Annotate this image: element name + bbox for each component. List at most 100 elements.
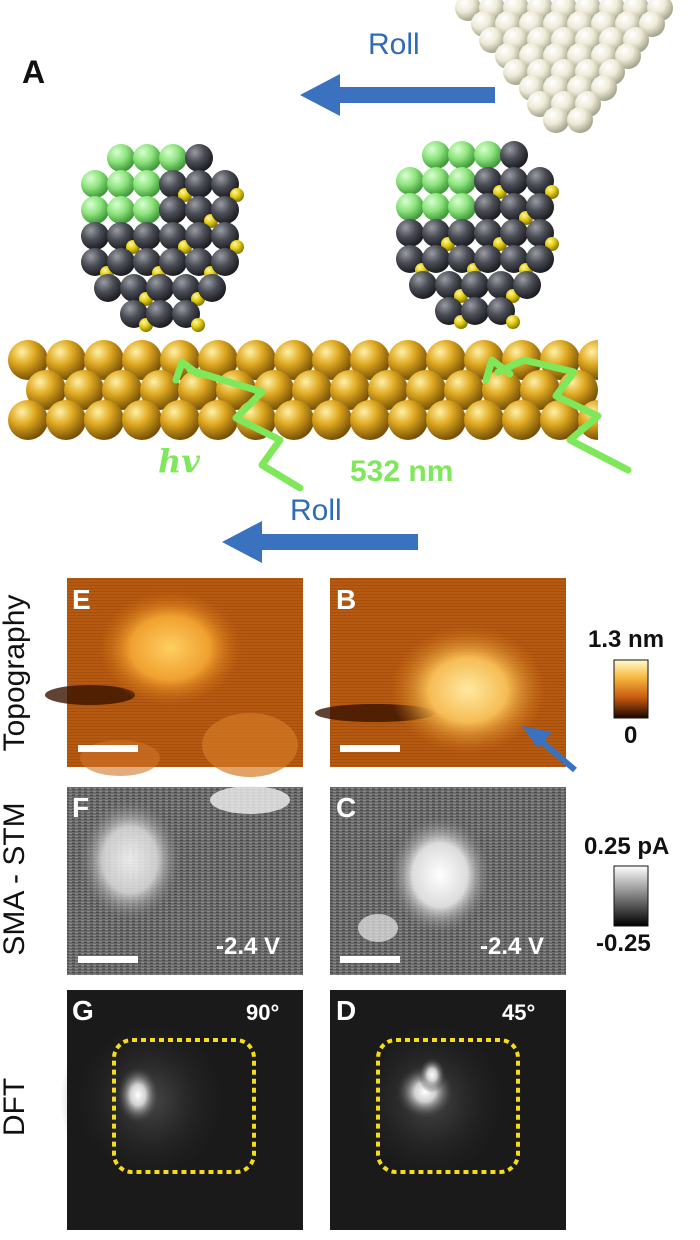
surface-ligand-atom: [448, 193, 476, 221]
surface-ligand-atom: [422, 141, 450, 169]
metal-atom: [198, 274, 226, 302]
tip-atom: [503, 59, 529, 85]
surface-ligand-atom: [396, 167, 424, 195]
substrate-atom: [122, 340, 162, 380]
row-label-sma-stm: SMA - STM: [0, 802, 31, 956]
gold-substrate: [8, 330, 658, 450]
stm-tip: [455, 0, 673, 133]
substrate-atom: [160, 400, 200, 440]
substrate-atom: [274, 340, 314, 380]
substrate-atom: [46, 400, 86, 440]
metal-atom: [461, 297, 489, 325]
metal-atom: [211, 248, 239, 276]
tip-atom: [591, 75, 617, 101]
substrate-atom: [502, 400, 542, 440]
metal-atom: [146, 274, 174, 302]
metal-atom: [500, 141, 528, 169]
substrate-atom: [198, 400, 238, 440]
metal-atom: [94, 274, 122, 302]
image-letter-c: C: [336, 792, 357, 823]
surface-ligand-atom: [81, 196, 109, 224]
colorbar-topography: [613, 659, 649, 719]
metal-atom: [422, 245, 450, 273]
substrate-atom: [236, 340, 276, 380]
substrate-atom: [464, 340, 504, 380]
surface-ligand-atom: [133, 196, 161, 224]
substrate-atom: [426, 340, 466, 380]
surface-ligand-atom: [133, 144, 161, 172]
sulfur-atom: [506, 315, 520, 329]
substrate-atom: [64, 370, 104, 410]
metal-atom: [396, 219, 424, 247]
image-sma-f: [67, 786, 303, 975]
metal-atom: [146, 300, 174, 328]
nanocluster-left: [81, 144, 244, 332]
surface-ligand-atom: [107, 144, 135, 172]
voltage-label-f: -2.4 V: [216, 933, 281, 960]
roll-label-bottom: Roll: [290, 494, 342, 527]
substrate-atom: [426, 400, 466, 440]
substrate-atom: [84, 400, 124, 440]
tip-atom: [615, 43, 641, 69]
substrate-atom: [102, 370, 142, 410]
surface-ligand-atom: [474, 141, 502, 169]
colorbar-sma: [613, 865, 649, 927]
surface-ligand-atom: [422, 167, 450, 195]
sulfur-atom: [230, 188, 244, 202]
substrate-atom: [388, 340, 428, 380]
roll-label-top: Roll: [368, 28, 420, 61]
substrate-atom: [350, 340, 390, 380]
surface-ligand-atom: [133, 170, 161, 198]
scale-bar-b: [340, 745, 400, 752]
metal-atom: [133, 222, 161, 250]
substrate-atom: [178, 370, 218, 410]
sulfur-atom: [230, 240, 244, 254]
roll-arrow-bottom: [222, 521, 418, 563]
metal-atom: [107, 248, 135, 276]
substrate-atom: [140, 370, 180, 410]
surface-ligand-atom: [448, 141, 476, 169]
surface-ligand-atom: [448, 167, 476, 195]
light-wave-right: [482, 356, 632, 474]
metal-atom: [159, 248, 187, 276]
colorbar-sma-min: -0.25: [596, 930, 651, 957]
pointer-arrow-b: [522, 726, 577, 773]
image-letter-f: F: [72, 792, 90, 823]
metal-atom: [500, 219, 528, 247]
voltage-label-c: -2.4 V: [480, 933, 545, 960]
metal-atom: [185, 222, 213, 250]
metal-atom: [474, 193, 502, 221]
wavelength-label: 532 nm: [350, 455, 454, 488]
surface-ligand-atom: [396, 193, 424, 221]
substrate-atom: [444, 370, 484, 410]
surface-ligand-atom: [107, 170, 135, 198]
metal-atom: [185, 144, 213, 172]
metal-atom: [448, 219, 476, 247]
tip-atom: [543, 107, 569, 133]
light-wave-left: [172, 358, 304, 492]
image-dft-d: [330, 990, 566, 1230]
row-label-topography: Topography: [0, 594, 31, 752]
scale-bar-f: [78, 956, 138, 963]
metal-atom: [513, 271, 541, 299]
tip-atom: [567, 107, 593, 133]
substrate-atom: [8, 340, 48, 380]
metal-atom: [159, 196, 187, 224]
row-label-dft: DFT: [0, 1077, 31, 1137]
metal-atom: [409, 271, 437, 299]
substrate-atom: [254, 370, 294, 410]
substrate-atom: [482, 370, 522, 410]
substrate-atom: [312, 400, 352, 440]
image-topography-e: [45, 578, 303, 777]
substrate-atom: [406, 370, 446, 410]
sulfur-atom: [545, 237, 559, 251]
metal-atom: [526, 193, 554, 221]
metal-atom: [81, 222, 109, 250]
metal-atom: [474, 245, 502, 273]
tip-atom: [527, 91, 553, 117]
unit-outline-d: [376, 1038, 520, 1174]
metal-atom: [500, 167, 528, 195]
sulfur-atom: [191, 318, 205, 332]
substrate-atom: [540, 400, 580, 440]
